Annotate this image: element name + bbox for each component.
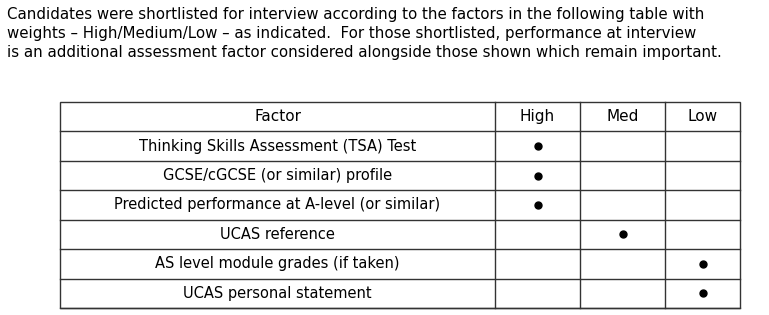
Text: Thinking Skills Assessment (TSA) Test: Thinking Skills Assessment (TSA) Test <box>139 139 416 154</box>
Text: UCAS personal statement: UCAS personal statement <box>183 286 372 301</box>
Text: Predicted performance at A-level (or similar): Predicted performance at A-level (or sim… <box>115 198 441 213</box>
Text: Factor: Factor <box>254 109 301 124</box>
Text: is an additional assessment factor considered alongside those shown which remain: is an additional assessment factor consi… <box>7 45 722 60</box>
Text: Med: Med <box>606 109 639 124</box>
Text: GCSE/cGCSE (or similar) profile: GCSE/cGCSE (or similar) profile <box>163 168 392 183</box>
Text: Low: Low <box>687 109 717 124</box>
Text: UCAS reference: UCAS reference <box>220 227 335 242</box>
Text: Candidates were shortlisted for interview according to the factors in the follow: Candidates were shortlisted for intervie… <box>7 7 704 22</box>
Text: AS level module grades (if taken): AS level module grades (if taken) <box>155 256 400 271</box>
Text: High: High <box>520 109 555 124</box>
Text: weights – High/Medium/Low – as indicated.  For those shortlisted, performance at: weights – High/Medium/Low – as indicated… <box>7 26 696 41</box>
Bar <box>60 102 740 308</box>
